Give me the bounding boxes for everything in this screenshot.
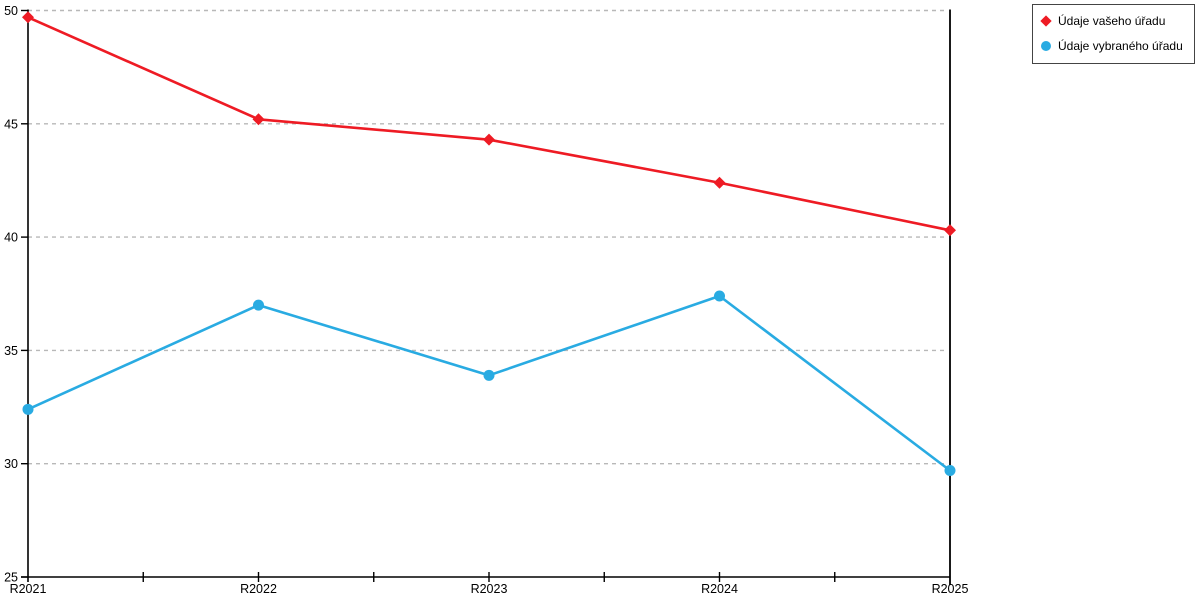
x-axis-tick-label: R2022 [240,582,277,596]
data-point-marker [22,403,34,415]
legend-label: Údaje vybraného úřadu [1058,39,1183,53]
data-point-marker [22,11,34,24]
x-axis-tick-label: R2023 [471,582,508,596]
chart-legend: Údaje vašeho úřadu Údaje vybraného úřadu [1032,4,1195,64]
data-point-marker [713,176,726,189]
data-point-marker [483,369,495,381]
x-axis-tick-label: R2025 [932,582,969,596]
data-point-marker [944,464,956,476]
y-axis-tick-label: 50 [4,4,18,18]
y-axis-tick-label: 25 [4,571,18,585]
data-point-marker [252,113,265,126]
y-axis-tick-label: 40 [4,231,18,245]
legend-item-series-1[interactable]: Údaje vybraného úřadu [1041,39,1186,53]
data-point-marker [714,290,725,302]
legend-label: Údaje vašeho úřadu [1058,14,1166,28]
x-axis-tick-label: R2024 [701,582,738,596]
x-axis-tick-label: R2021 [10,582,47,596]
series-line-1 [27,294,951,472]
data-point-marker [253,299,264,311]
legend-circle-marker-icon [1041,41,1051,51]
y-axis-tick-label: 45 [4,117,18,131]
legend-item-series-0[interactable]: Údaje vašeho úřadu [1040,14,1186,28]
y-axis-tick-label: 35 [4,344,18,358]
data-point-marker [483,133,495,146]
y-axis-tick-label: 30 [4,457,18,471]
data-point-marker [944,224,956,237]
legend-diamond-marker-icon [1040,15,1052,27]
